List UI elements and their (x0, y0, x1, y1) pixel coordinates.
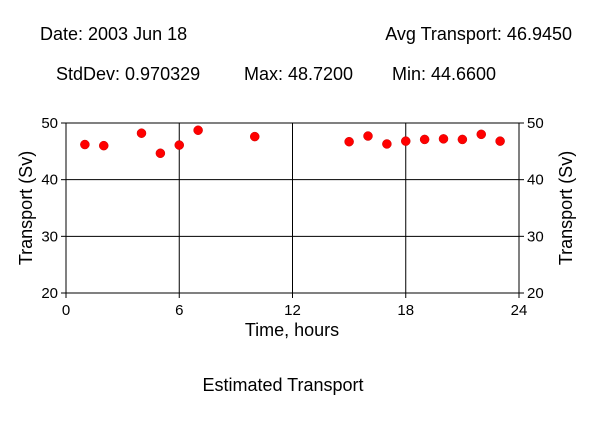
max-label: Max: 48.7200 (244, 64, 354, 84)
y-axis-title-right: Transport (Sv) (556, 151, 576, 265)
date-label: Date: 2003 Jun 18 (40, 24, 188, 44)
data-point (344, 136, 354, 147)
y-tick-label-left: 50 (41, 115, 58, 132)
y-tick-label-left: 40 (41, 172, 58, 189)
chart-title: Estimated Transport (202, 375, 363, 395)
data-point (363, 131, 373, 141)
data-point (174, 140, 184, 150)
y-tick-label-right: 40 (527, 172, 544, 189)
x-tick-label: 0 (62, 302, 70, 319)
x-tick-label: 6 (175, 302, 183, 319)
y-tick-label-right: 50 (527, 115, 544, 132)
y-tick-label-left: 30 (41, 228, 58, 245)
x-tick-label: 12 (284, 302, 301, 319)
data-point (401, 136, 411, 146)
grid (66, 123, 519, 293)
data-point (193, 125, 203, 136)
data-point (250, 131, 260, 142)
y-tick-label-right: 20 (527, 285, 544, 302)
x-axis-title: Time, hours (245, 320, 339, 340)
data-point (80, 139, 90, 150)
data-point (476, 129, 486, 140)
data-point (419, 134, 430, 145)
data-point (136, 128, 147, 138)
y-tick-label-left: 20 (41, 285, 58, 302)
y-tick-label-right: 30 (527, 228, 544, 245)
data-point (99, 140, 109, 151)
y-axis-title-left: Transport (Sv) (16, 151, 36, 265)
x-tick-label: 18 (397, 302, 414, 319)
data-point (438, 134, 449, 144)
stddev-label: StdDev: 0.970329 (56, 64, 201, 84)
avg-transport-label: Avg Transport: 46.9450 (385, 24, 572, 44)
data-point (495, 136, 505, 146)
min-label: Min: 44.6600 (392, 64, 497, 84)
x-tick-label: 24 (511, 302, 528, 319)
data-points (80, 125, 505, 159)
data-point (155, 148, 166, 159)
data-point (457, 134, 468, 145)
data-point (382, 139, 392, 149)
